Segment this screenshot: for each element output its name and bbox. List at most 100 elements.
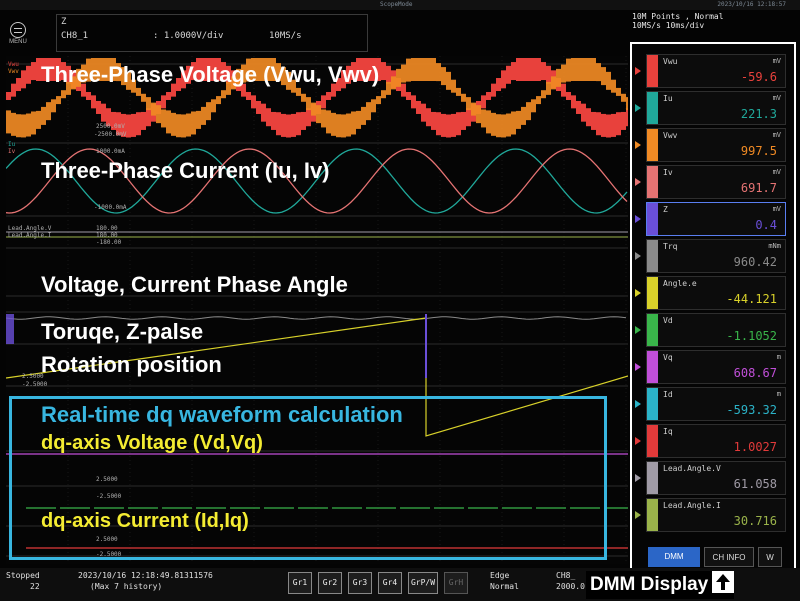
vwv-pwm-segment [601, 67, 606, 86]
dmm-row[interactable]: Vwu mV -59.6 [646, 54, 786, 88]
vwv-pwm-segment [511, 111, 516, 135]
vwv-pwm-segment [391, 76, 396, 90]
group-button-4[interactable]: Gr4 [378, 572, 402, 594]
vwv-pwm-segment [531, 99, 536, 113]
vwv-pwm-segment [246, 58, 251, 82]
vwv-pwm-segment [421, 58, 426, 81]
group-button-2[interactable]: Gr2 [318, 572, 342, 594]
tab-ch-info[interactable]: CH INFO [704, 547, 754, 567]
channel-info[interactable]: Z CH8_1 : 1.0000V/div 10MS/s [56, 14, 368, 52]
dmm-row[interactable]: Lead.Angle.I 30.716 [646, 498, 786, 532]
vwu-pwm-segment [606, 114, 611, 138]
vwv-pwm-segment [111, 58, 116, 81]
vwv-pwm-segment [476, 105, 481, 124]
window-title: ScopeMode [380, 1, 413, 8]
vwv-pwm-segment [466, 97, 471, 111]
vwu-pwm-segment [541, 62, 546, 81]
voltage-caption: Three-Phase Voltage (Vwu, Vwv) [41, 62, 380, 87]
vwu-pwm-segment [586, 108, 591, 127]
group-button-3[interactable]: Gr3 [348, 572, 372, 594]
dmm-row[interactable]: Iv mV 691.7 [646, 165, 786, 199]
dmm-row[interactable]: Id m -593.32 [646, 387, 786, 421]
dmm-unit: m [776, 353, 781, 361]
dmm-row[interactable]: Vd -1.1052 [646, 313, 786, 347]
run-state[interactable]: Stopped [6, 571, 40, 580]
dmm-row[interactable]: Iu mV 221.3 [646, 91, 786, 125]
vwv-pwm-segment [336, 114, 341, 138]
lead-v-label: Lead.Angle.V [8, 225, 52, 232]
dmm-color-swatch [647, 462, 658, 494]
vwv-pwm-segment [481, 109, 486, 128]
dmm-label: Vd [663, 316, 673, 325]
trigger-mode[interactable]: Edge [490, 571, 510, 580]
group-button-pw[interactable]: GrP/W [408, 572, 438, 594]
vwv-pwm-segment [381, 90, 386, 99]
vwv-pwm-segment [286, 71, 291, 90]
dq-voltage-caption: dq-axis Voltage (Vd,Vq) [41, 432, 263, 454]
dmm-value: -593.32 [726, 403, 777, 417]
vwv-pwm-segment [331, 112, 336, 136]
dmm-caption-text: DMM Display [590, 574, 709, 595]
clock: 2023/10/16 12:18:57 [717, 1, 786, 8]
vwv-pwm-segment [606, 71, 611, 90]
vwv-pwm-segment [521, 106, 526, 125]
dmm-unit: mV [772, 94, 781, 102]
vwv-pwm-segment [146, 97, 151, 111]
channel-scale: : 1.0000V/div [153, 31, 224, 41]
dmm-marker-icon [635, 252, 641, 260]
iv-trace [6, 148, 628, 214]
vwu-pwm-segment [406, 92, 411, 100]
vwu-pwm-segment [301, 111, 306, 130]
phase-caption: Voltage, Current Phase Angle [41, 272, 348, 297]
tab-more[interactable]: W [758, 547, 782, 567]
tab-dmm[interactable]: DMM [648, 547, 700, 567]
z-bot-label: -2.5000 [22, 381, 48, 388]
dmm-row[interactable]: Trq mNm 960.42 [646, 239, 786, 273]
vwv-pwm-segment [306, 97, 311, 111]
vwv-pwm-segment [316, 105, 321, 124]
vwv-pwm-segment [586, 58, 591, 81]
vwu-pwm-segment [561, 83, 566, 97]
dmm-label: Z [663, 205, 668, 214]
dmm-value: -1.1052 [726, 329, 777, 343]
vwv-pwm-segment [546, 81, 551, 95]
v-top-label: 2500.0mV [96, 123, 125, 130]
acquisition-info[interactable]: 10M Points , Normal 10MS/s 10ms/div [632, 12, 796, 30]
axis-labels: 2500.0mV -2500.0mV Iu Iv 1000.0mA -1000.… [8, 61, 127, 558]
vwv-pwm-segment [136, 87, 141, 96]
vwv-pwm-segment [571, 58, 576, 81]
vwv-pwm-segment [496, 114, 501, 138]
dq4-label: -2.5000 [96, 551, 122, 558]
vwu-pwm-segment [526, 58, 531, 81]
menu-button[interactable]: MENU [4, 22, 32, 46]
vwv-pwm-segment [291, 79, 296, 93]
vwv-pwm-segment [486, 110, 491, 134]
dmm-row[interactable]: Iq 1.0027 [646, 424, 786, 458]
vwu-pwm-segment [6, 92, 11, 100]
vwu-pwm-segment [286, 114, 291, 138]
waveform-display[interactable]: 2500.0mV -2500.0mV Iu Iv 1000.0mA -1000.… [6, 56, 628, 564]
vwv-pwm-segment [216, 96, 221, 105]
voltage-waveform [6, 58, 628, 138]
vwu-pwm-segment [191, 62, 196, 81]
vwv-pwm-segment [376, 96, 381, 105]
vwu-pwm-segment [451, 113, 456, 137]
group-button-1[interactable]: Gr1 [288, 572, 312, 594]
vwv-pwm-segment [116, 63, 121, 82]
vwv-pwm-segment [96, 58, 101, 81]
dmm-row[interactable]: Vq m 608.67 [646, 350, 786, 384]
dmm-label: Vwv [663, 131, 678, 140]
dq-title: Real-time dq waveform calculation [41, 402, 403, 427]
vwu-pwm-segment [291, 113, 296, 137]
vwv-pwm-segment [281, 67, 286, 86]
vwv-pwm-segment [366, 102, 371, 121]
grid [6, 56, 628, 564]
dmm-row[interactable]: Lead.Angle.V 61.058 [646, 461, 786, 495]
group-button-h[interactable]: GrH [444, 572, 468, 594]
dmm-row[interactable]: Vwv mV 997.5 [646, 128, 786, 162]
dmm-value: 61.058 [733, 477, 777, 491]
vwu-pwm-segment [416, 100, 421, 114]
vwv-pwm-segment [276, 63, 281, 82]
dmm-row[interactable]: Angle.e -44.121 [646, 276, 786, 310]
